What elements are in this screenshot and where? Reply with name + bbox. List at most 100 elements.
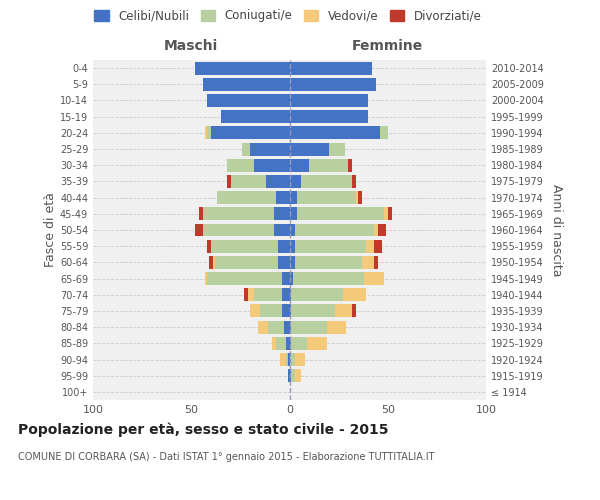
Bar — [281, 304, 290, 318]
Bar — [207, 126, 211, 140]
Bar — [281, 272, 290, 285]
Bar — [203, 78, 290, 91]
Bar — [290, 191, 298, 204]
Bar — [290, 110, 368, 123]
Bar — [298, 191, 356, 204]
Bar — [209, 256, 213, 269]
Bar — [227, 159, 254, 172]
Bar — [266, 175, 290, 188]
Legend: Celibi/Nubili, Coniugati/e, Vedovi/e, Divorziati/e: Celibi/Nubili, Coniugati/e, Vedovi/e, Di… — [91, 6, 485, 26]
Bar — [195, 224, 203, 236]
Bar — [290, 320, 292, 334]
Bar — [205, 272, 207, 285]
Bar — [380, 126, 388, 140]
Bar — [203, 224, 274, 236]
Bar — [374, 224, 378, 236]
Bar — [290, 337, 292, 350]
Bar — [290, 94, 368, 107]
Bar — [199, 208, 203, 220]
Bar — [290, 369, 292, 382]
Y-axis label: Anni di nascita: Anni di nascita — [550, 184, 563, 276]
Bar — [248, 288, 254, 301]
Bar — [276, 337, 286, 350]
Bar — [290, 224, 295, 236]
Bar — [290, 175, 301, 188]
Bar — [290, 78, 376, 91]
Bar — [290, 353, 295, 366]
Bar — [362, 256, 374, 269]
Bar — [292, 288, 343, 301]
Bar — [307, 337, 327, 350]
Bar — [290, 62, 372, 74]
Bar — [280, 353, 286, 366]
Bar — [293, 272, 364, 285]
Bar — [374, 256, 378, 269]
Bar — [290, 288, 292, 301]
Bar — [281, 288, 290, 301]
Bar — [258, 320, 268, 334]
Bar — [213, 256, 215, 269]
Bar — [203, 208, 274, 220]
Bar — [358, 191, 362, 204]
Bar — [290, 272, 293, 285]
Bar — [221, 110, 290, 123]
Text: Femmine: Femmine — [352, 38, 424, 52]
Bar — [290, 256, 295, 269]
Bar — [290, 304, 292, 318]
Bar — [286, 337, 290, 350]
Bar — [290, 208, 298, 220]
Bar — [329, 142, 344, 156]
Bar — [349, 159, 352, 172]
Bar — [352, 175, 356, 188]
Bar — [290, 159, 309, 172]
Bar — [207, 240, 211, 252]
Bar — [207, 272, 281, 285]
Bar — [244, 288, 248, 301]
Bar — [298, 208, 384, 220]
Bar — [292, 369, 295, 382]
Bar — [292, 304, 335, 318]
Bar — [366, 240, 374, 252]
Bar — [254, 159, 290, 172]
Bar — [274, 208, 290, 220]
Bar — [242, 142, 250, 156]
Bar — [195, 62, 290, 74]
Bar — [276, 191, 290, 204]
Bar — [374, 240, 382, 252]
Bar — [227, 175, 230, 188]
Bar — [295, 369, 301, 382]
Bar — [290, 126, 380, 140]
Bar — [250, 304, 260, 318]
Bar — [272, 337, 276, 350]
Bar — [274, 224, 290, 236]
Bar — [295, 224, 374, 236]
Bar — [335, 304, 352, 318]
Bar — [217, 191, 276, 204]
Bar — [287, 369, 290, 382]
Bar — [301, 175, 352, 188]
Bar — [295, 240, 366, 252]
Bar — [205, 126, 207, 140]
Bar — [254, 288, 281, 301]
Bar — [278, 240, 290, 252]
Bar — [292, 337, 307, 350]
Bar — [309, 159, 349, 172]
Bar — [211, 126, 290, 140]
Bar — [230, 175, 266, 188]
Bar — [384, 208, 388, 220]
Bar — [215, 256, 278, 269]
Bar — [278, 256, 290, 269]
Y-axis label: Fasce di età: Fasce di età — [44, 192, 57, 268]
Text: Popolazione per età, sesso e stato civile - 2015: Popolazione per età, sesso e stato civil… — [18, 422, 389, 437]
Bar — [250, 142, 290, 156]
Bar — [343, 288, 366, 301]
Bar — [287, 353, 290, 366]
Bar — [290, 142, 329, 156]
Bar — [327, 320, 346, 334]
Bar — [356, 191, 358, 204]
Bar — [268, 320, 284, 334]
Bar — [364, 272, 384, 285]
Bar — [388, 208, 392, 220]
Bar — [292, 320, 327, 334]
Bar — [295, 353, 305, 366]
